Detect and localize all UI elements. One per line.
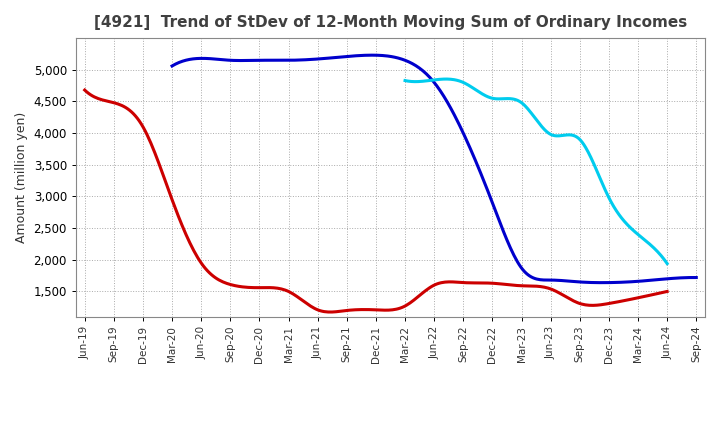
Title: [4921]  Trend of StDev of 12-Month Moving Sum of Ordinary Incomes: [4921] Trend of StDev of 12-Month Moving… — [94, 15, 687, 30]
Y-axis label: Amount (million yen): Amount (million yen) — [15, 112, 28, 243]
